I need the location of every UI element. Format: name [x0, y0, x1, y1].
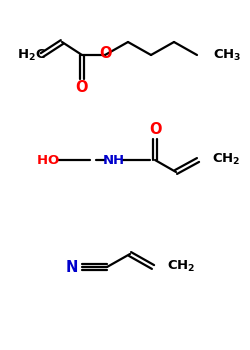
Text: O: O: [76, 80, 88, 95]
Text: $\mathbf{H_2C}$: $\mathbf{H_2C}$: [16, 48, 46, 63]
Text: $\mathbf{NH}$: $\mathbf{NH}$: [102, 154, 124, 167]
Text: $\mathbf{CH_2}$: $\mathbf{CH_2}$: [167, 258, 196, 274]
Text: $\mathbf{CH_2}$: $\mathbf{CH_2}$: [212, 152, 240, 167]
Text: N: N: [66, 259, 78, 274]
Text: O: O: [149, 122, 161, 137]
Text: $\mathbf{HO}$: $\mathbf{HO}$: [36, 154, 60, 167]
Text: $\mathbf{CH_3}$: $\mathbf{CH_3}$: [213, 48, 242, 63]
Text: O: O: [99, 47, 111, 62]
